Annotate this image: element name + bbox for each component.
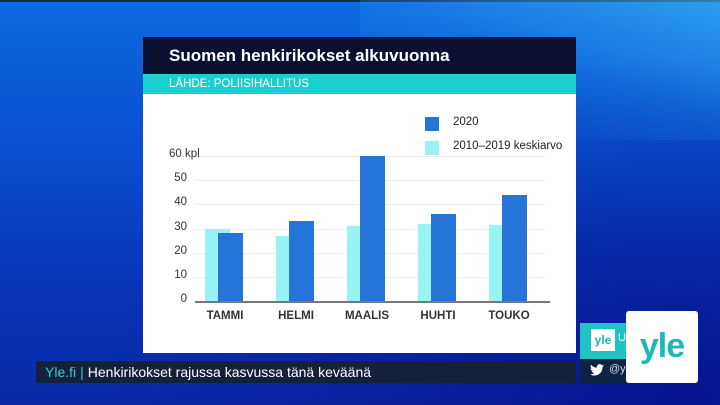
- y-tick-label: 50: [174, 172, 187, 185]
- legend-label: 2010–2019 keskiarvo: [453, 140, 563, 152]
- twitter-handle: @y: [609, 363, 626, 375]
- news-ticker: Yle.fi | Henkirikokset rajussa kasvussa tä…: [36, 361, 576, 383]
- legend-swatch-average: [425, 141, 439, 155]
- yle-logo-text: yle: [639, 327, 685, 365]
- x-category-label: MAALIS: [344, 310, 390, 322]
- y-tick-label: 60 kpl: [169, 148, 200, 160]
- y-tick-label: 40: [174, 196, 187, 209]
- chart-plot: 2020 2010–2019 keskiarvo 0 10 20 30 40 50 60 k…: [143, 94, 576, 353]
- bar-2020: [218, 233, 243, 301]
- y-tick-label: 20: [174, 244, 187, 257]
- side-text-fragment: U: [618, 332, 626, 344]
- bar-2020: [360, 156, 385, 301]
- yle-logo: yle: [626, 311, 698, 383]
- ticker-source: Yle.fi: [45, 364, 77, 380]
- ticker-headline: Henkirikokset rajussa kasvussa tänä kevä…: [87, 364, 372, 380]
- chart-card: Suomen henkirikokset alkuvuonna LÄHDE: P…: [143, 37, 576, 353]
- x-category-label: TOUKO: [488, 310, 530, 322]
- y-tick-label: 10: [174, 268, 187, 281]
- twitter-icon: [590, 364, 604, 376]
- x-category-label: HUHTI: [420, 310, 456, 322]
- legend-swatch-2020: [425, 117, 439, 131]
- legend-label: 2020: [453, 116, 479, 128]
- bar-2020: [289, 221, 314, 301]
- x-category-label: TAMMI: [206, 310, 244, 322]
- y-tick-label: 0: [180, 293, 187, 305]
- yle-small-logo: yle: [591, 329, 615, 351]
- chart-source: LÄHDE: POLIISIHALLITUS: [143, 74, 576, 94]
- chart-title: Suomen henkirikokset alkuvuonna: [143, 37, 576, 74]
- y-tick-label: 30: [174, 220, 187, 233]
- bar-2020: [502, 194, 527, 301]
- bar-2020: [431, 214, 456, 301]
- x-axis-line: [195, 301, 550, 303]
- x-category-label: HELMI: [278, 310, 314, 322]
- ticker-separator: |: [80, 364, 84, 380]
